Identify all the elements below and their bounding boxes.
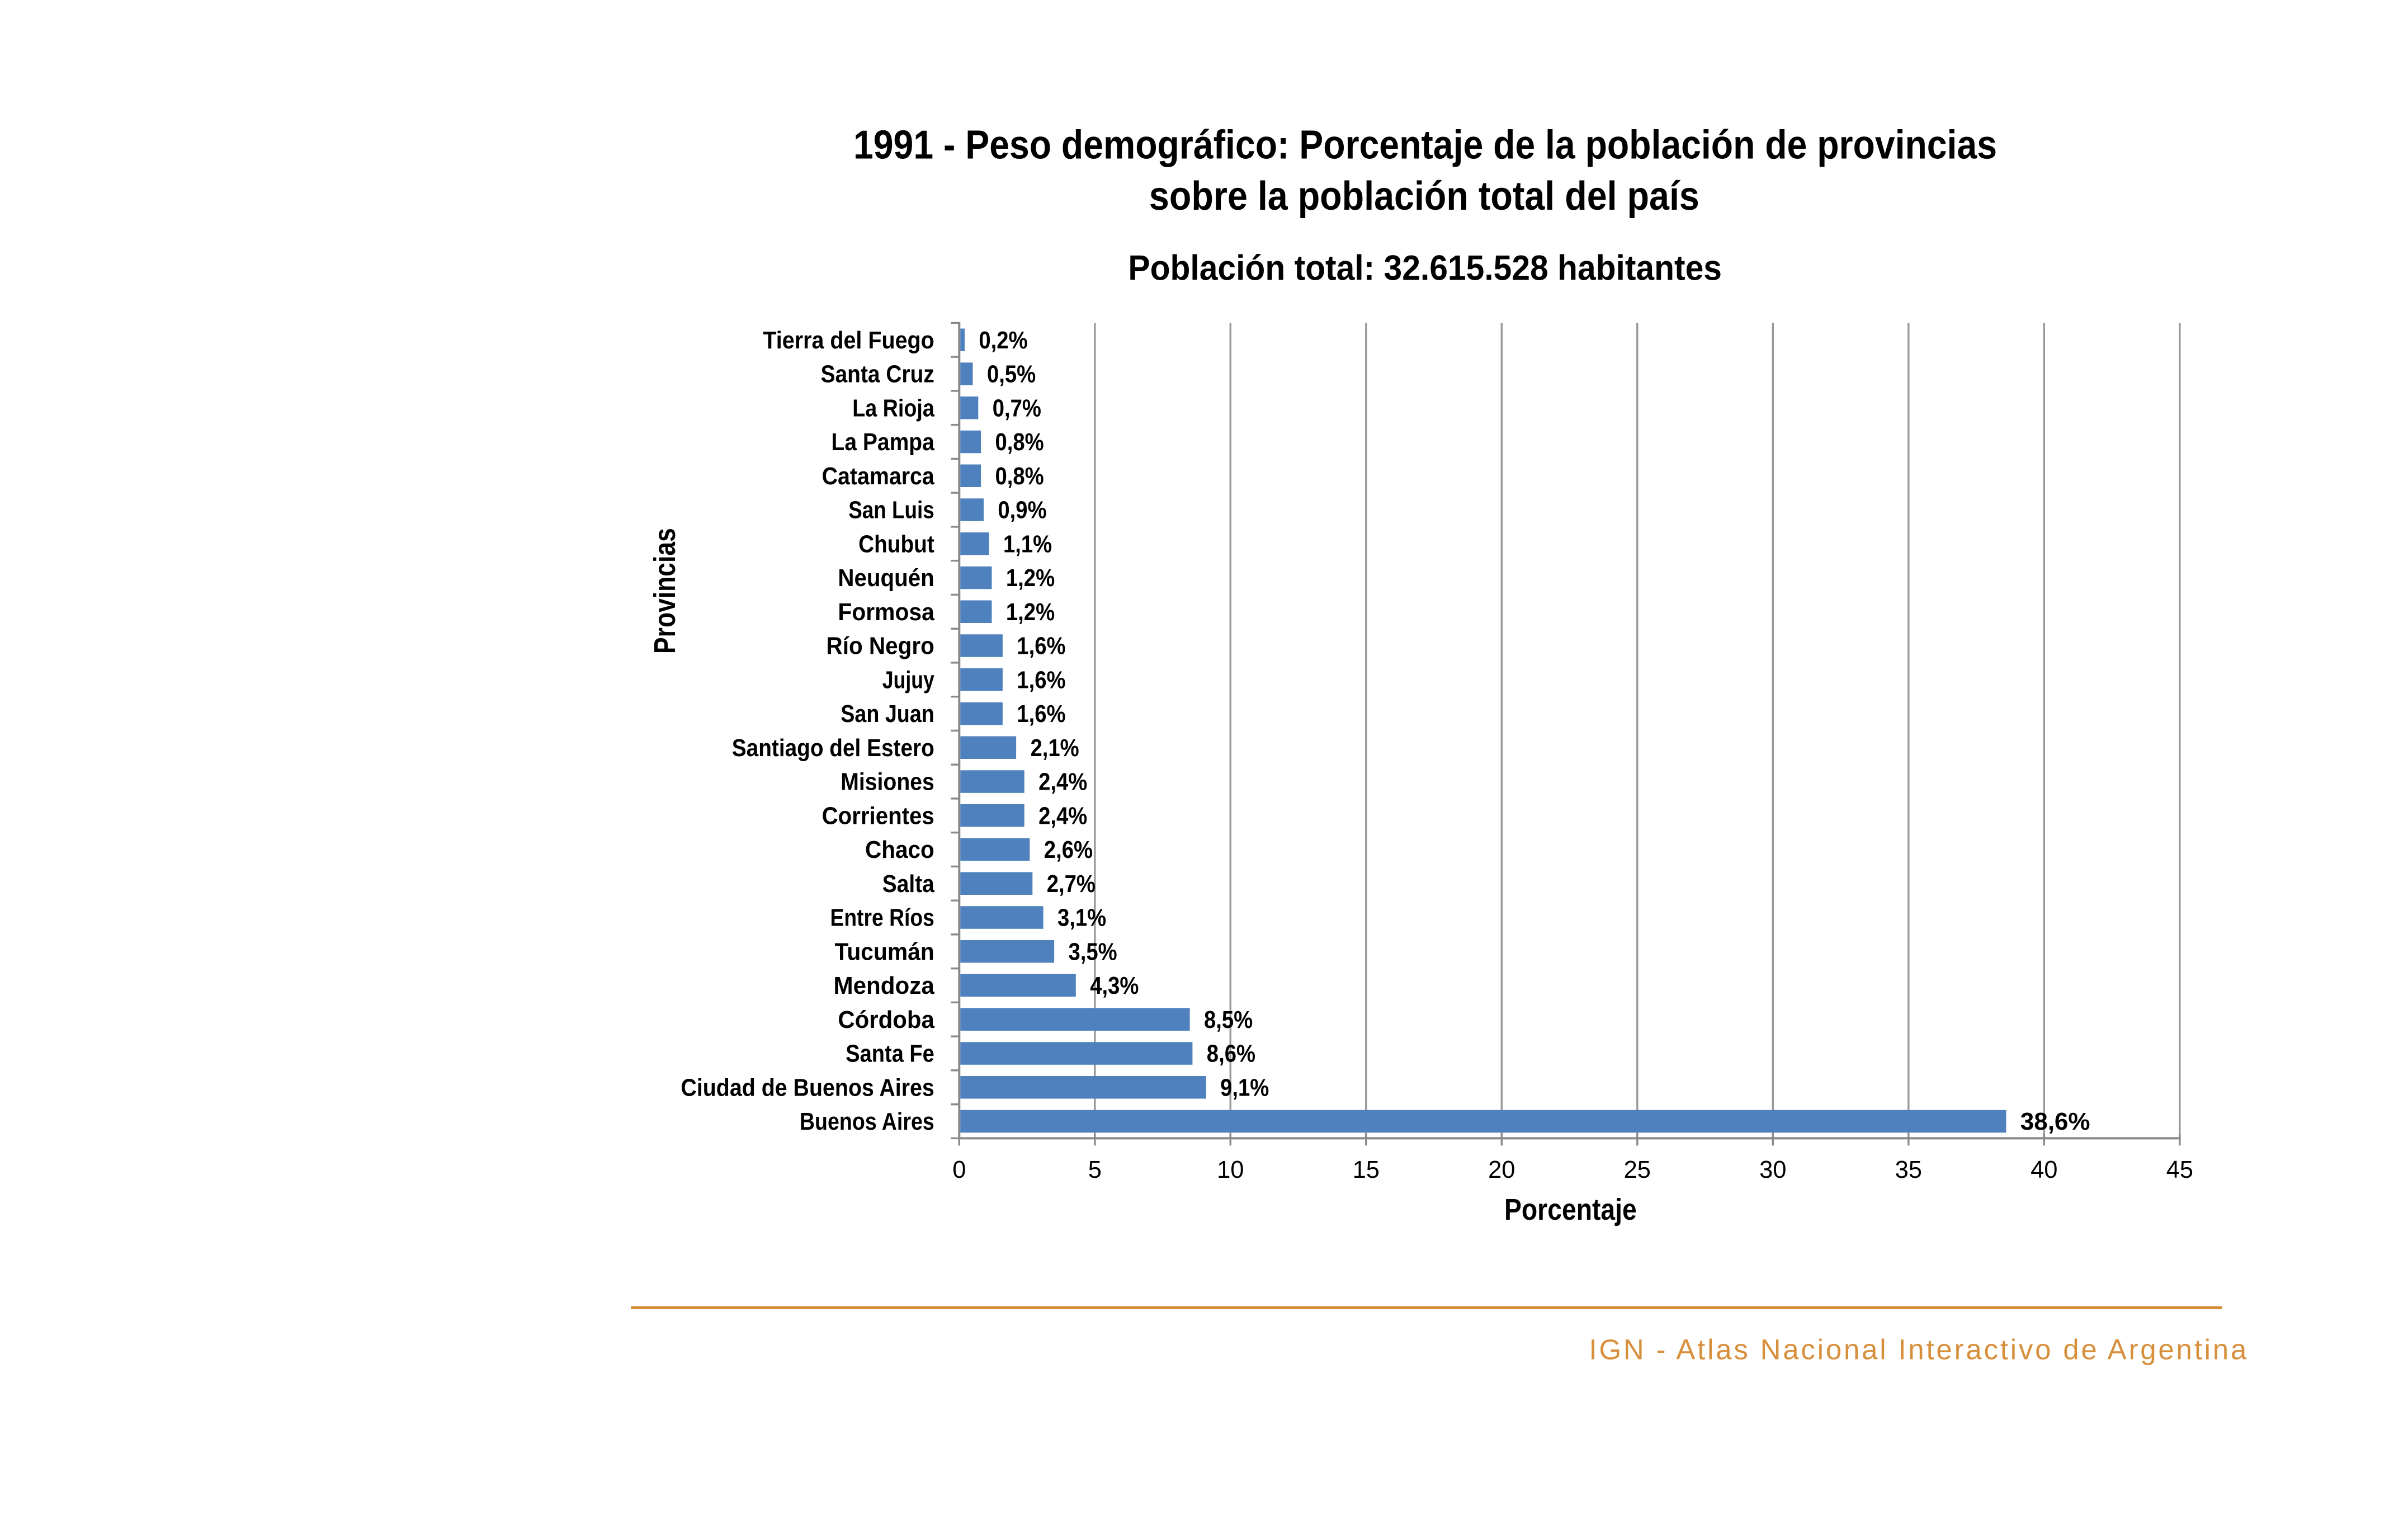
svg-text:San Juan: San Juan	[841, 700, 934, 728]
svg-text:2,4%: 2,4%	[1038, 803, 1087, 830]
svg-text:Chubut: Chubut	[858, 531, 934, 558]
svg-text:Formosa: Formosa	[838, 598, 934, 626]
svg-text:Buenos Aires: Buenos Aires	[800, 1108, 934, 1135]
svg-text:2,6%: 2,6%	[1044, 836, 1093, 863]
svg-text:8,6%: 8,6%	[1207, 1040, 1255, 1068]
svg-text:sobre la población total del p: sobre la población total del país	[1149, 174, 1699, 219]
svg-text:25: 25	[1624, 1157, 1651, 1183]
svg-text:1,2%: 1,2%	[1006, 564, 1055, 592]
svg-text:Salta: Salta	[882, 870, 934, 898]
svg-text:3,1%: 3,1%	[1057, 904, 1106, 932]
svg-text:Provincias: Provincias	[648, 528, 682, 654]
svg-text:Santa Cruz: Santa Cruz	[821, 361, 934, 388]
svg-text:45: 45	[2166, 1157, 2193, 1183]
svg-text:Santa Fe: Santa Fe	[846, 1040, 934, 1068]
svg-text:0,5%: 0,5%	[987, 361, 1036, 388]
svg-text:1,6%: 1,6%	[1017, 633, 1065, 660]
svg-text:San Luis: San Luis	[848, 497, 934, 524]
svg-text:Río Negro: Río Negro	[827, 633, 934, 660]
svg-text:15: 15	[1353, 1157, 1380, 1183]
svg-text:Tucumán: Tucumán	[835, 938, 934, 966]
svg-text:Chaco: Chaco	[865, 836, 934, 863]
svg-text:Neuquén: Neuquén	[838, 564, 934, 592]
svg-text:La Rioja: La Rioja	[852, 395, 934, 422]
svg-text:0,8%: 0,8%	[995, 462, 1044, 490]
svg-text:0: 0	[952, 1157, 966, 1183]
svg-text:30: 30	[1759, 1157, 1786, 1183]
svg-text:Santiago del Estero: Santiago del Estero	[732, 734, 934, 762]
svg-text:1991 - Peso demográfico: Porce: 1991 - Peso demográfico: Porcentaje de l…	[853, 123, 1997, 168]
svg-text:IGN - Atlas Nacional Interacti: IGN - Atlas Nacional Interactivo de Arge…	[1589, 1334, 2247, 1366]
svg-text:10: 10	[1217, 1157, 1244, 1183]
svg-text:Población total: 32.615.528 ha: Población total: 32.615.528 habitantes	[1128, 249, 1722, 288]
svg-text:Catamarca: Catamarca	[822, 462, 935, 490]
svg-text:Córdoba: Córdoba	[838, 1006, 934, 1033]
svg-text:8,5%: 8,5%	[1204, 1006, 1253, 1033]
svg-text:3,5%: 3,5%	[1069, 938, 1117, 966]
svg-text:1,6%: 1,6%	[1017, 700, 1065, 728]
svg-text:20: 20	[1488, 1157, 1515, 1183]
svg-text:Mendoza: Mendoza	[834, 972, 935, 999]
svg-text:1,1%: 1,1%	[1003, 531, 1052, 558]
svg-text:Tierra del Fuego: Tierra del Fuego	[763, 327, 934, 354]
svg-text:Jujuy: Jujuy	[882, 667, 934, 694]
svg-text:0,7%: 0,7%	[993, 395, 1041, 422]
svg-text:2,4%: 2,4%	[1038, 768, 1087, 796]
svg-text:Ciudad de Buenos Aires: Ciudad de Buenos Aires	[681, 1074, 934, 1102]
svg-text:Entre Ríos: Entre Ríos	[830, 904, 934, 932]
svg-text:40: 40	[2031, 1157, 2057, 1183]
svg-text:0,9%: 0,9%	[998, 497, 1046, 524]
svg-text:2,1%: 2,1%	[1031, 734, 1079, 762]
svg-text:5: 5	[1088, 1157, 1102, 1183]
svg-text:1,6%: 1,6%	[1017, 667, 1065, 694]
svg-text:9,1%: 9,1%	[1220, 1074, 1269, 1102]
svg-text:2,7%: 2,7%	[1047, 870, 1096, 898]
svg-text:Porcentaje: Porcentaje	[1504, 1193, 1637, 1226]
svg-text:1,2%: 1,2%	[1006, 598, 1055, 626]
svg-text:La Pampa: La Pampa	[832, 428, 935, 456]
svg-text:35: 35	[1895, 1157, 1922, 1183]
svg-text:0,2%: 0,2%	[979, 327, 1027, 354]
svg-text:0,8%: 0,8%	[995, 428, 1044, 456]
svg-text:4,3%: 4,3%	[1090, 972, 1139, 999]
svg-text:38,6%: 38,6%	[2020, 1108, 2090, 1135]
svg-text:Corrientes: Corrientes	[822, 803, 934, 830]
svg-text:Misiones: Misiones	[841, 768, 934, 796]
